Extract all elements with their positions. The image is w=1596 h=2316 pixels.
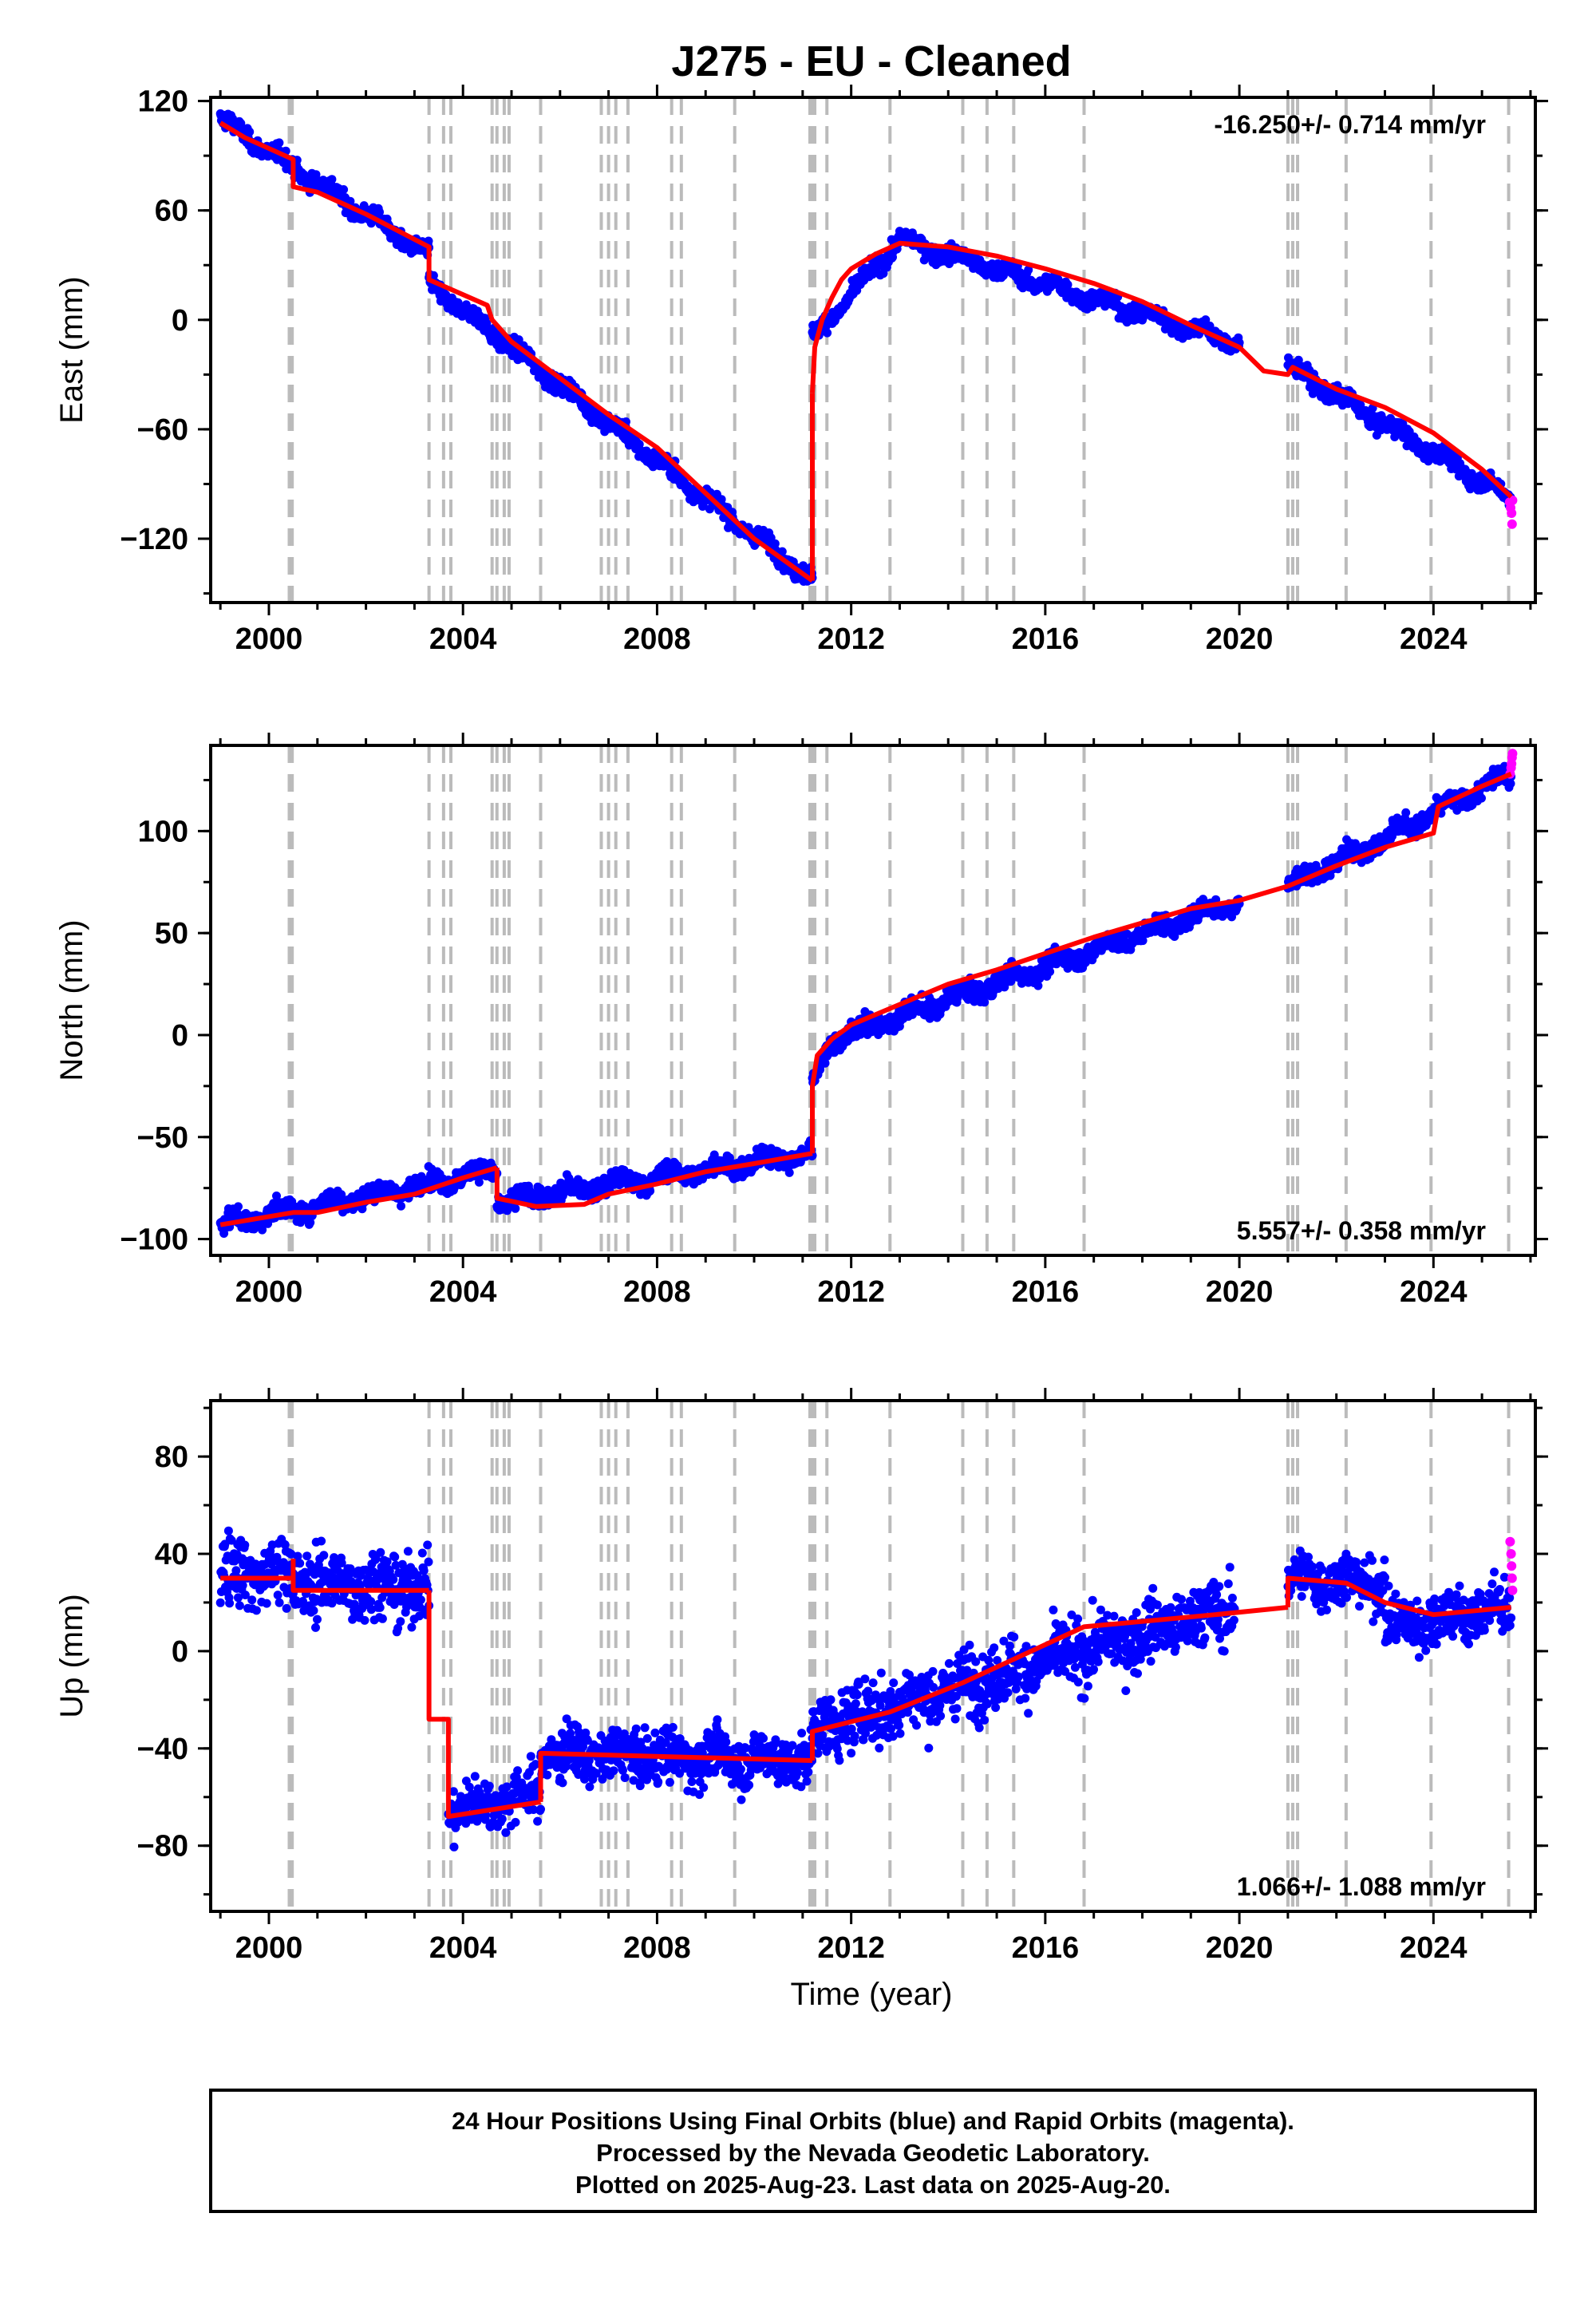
final-orbit-point (823, 328, 832, 338)
y-tick-label: 60 (155, 195, 188, 228)
final-orbit-point (272, 1192, 281, 1200)
final-orbit-point (311, 170, 321, 180)
final-orbit-point (646, 1186, 655, 1196)
x-tick-label: 2016 (1012, 622, 1080, 656)
rapid-orbit-points (1504, 496, 1518, 529)
final-orbit-point (306, 1218, 315, 1227)
final-orbit-point (1045, 967, 1055, 976)
final-orbit-point (511, 1203, 520, 1213)
model-line-2 (810, 240, 1513, 499)
rapid-orbit-point (1507, 496, 1518, 505)
final-orbit-point (1063, 963, 1073, 973)
final-orbit-point (784, 1168, 794, 1177)
final-orbit-point (980, 998, 990, 1007)
y-tick-label: 0 (172, 304, 188, 338)
final-orbit-point (275, 138, 284, 148)
rapid-orbit-point (1507, 519, 1517, 529)
final-orbit-point (397, 1201, 405, 1211)
final-orbit-point (1325, 871, 1335, 880)
final-orbit-point (375, 207, 384, 217)
final-orbit-point (514, 335, 523, 345)
final-orbit-point (1138, 936, 1148, 946)
x-tick-label: 2020 (1206, 622, 1274, 656)
rapid-orbit-point (1507, 508, 1517, 518)
x-tick-label: 2004 (429, 622, 497, 656)
y-tick-label: 120 (138, 85, 188, 119)
final-orbit-point (339, 185, 349, 194)
final-orbit-point (327, 175, 337, 184)
panel-north: 2000 2004 2008 2012 2016 2020 2024100500−50−10… (54, 733, 1548, 1309)
final-orbit-point (245, 127, 255, 136)
final-orbit-point (820, 1058, 830, 1068)
y-tick-label: −120 (120, 523, 188, 556)
x-tick-label: 2012 (817, 622, 885, 656)
final-orbit-point (474, 1177, 484, 1187)
plot-area-east (215, 97, 1518, 603)
final-orbit-point (1170, 932, 1179, 941)
final-orbit-points-2 (808, 227, 904, 342)
x-tick-label: 2024 (1400, 622, 1468, 656)
final-orbit-point (1033, 981, 1043, 990)
final-orbit-point (1294, 355, 1303, 365)
y-tick-label: −60 (137, 413, 188, 447)
plot-area-north (215, 745, 1518, 1255)
x-tick-label: 2000 (235, 622, 303, 656)
panel-east: 2000 2004 2008 2012 2016 2020 2024 120 60 0 −60 −12… (54, 85, 1548, 656)
x-tick-label: 2008 (623, 622, 691, 656)
final-orbit-point (234, 1202, 243, 1211)
panels-group: 2000 2004 2008 2012 2016 2020 2024 120 60 0 −60 −12… (54, 85, 1548, 1965)
final-orbit-point (1024, 265, 1033, 275)
final-orbit-point (777, 547, 787, 556)
rate-label-east: -16.250+/- 0.714 mm/yr (1214, 110, 1486, 139)
model-line-0 (219, 121, 814, 583)
y-axis-title-east: East (mm) (54, 276, 89, 423)
final-orbit-point (1201, 315, 1211, 325)
panel-frame-east (209, 96, 1537, 604)
final-orbit-point (1063, 280, 1073, 290)
final-orbit-points-3 (827, 895, 1244, 1057)
final-orbit-point (1401, 808, 1411, 817)
chart-title: J275 - EU - Cleaned (671, 38, 1071, 85)
final-orbit-point (429, 271, 438, 280)
